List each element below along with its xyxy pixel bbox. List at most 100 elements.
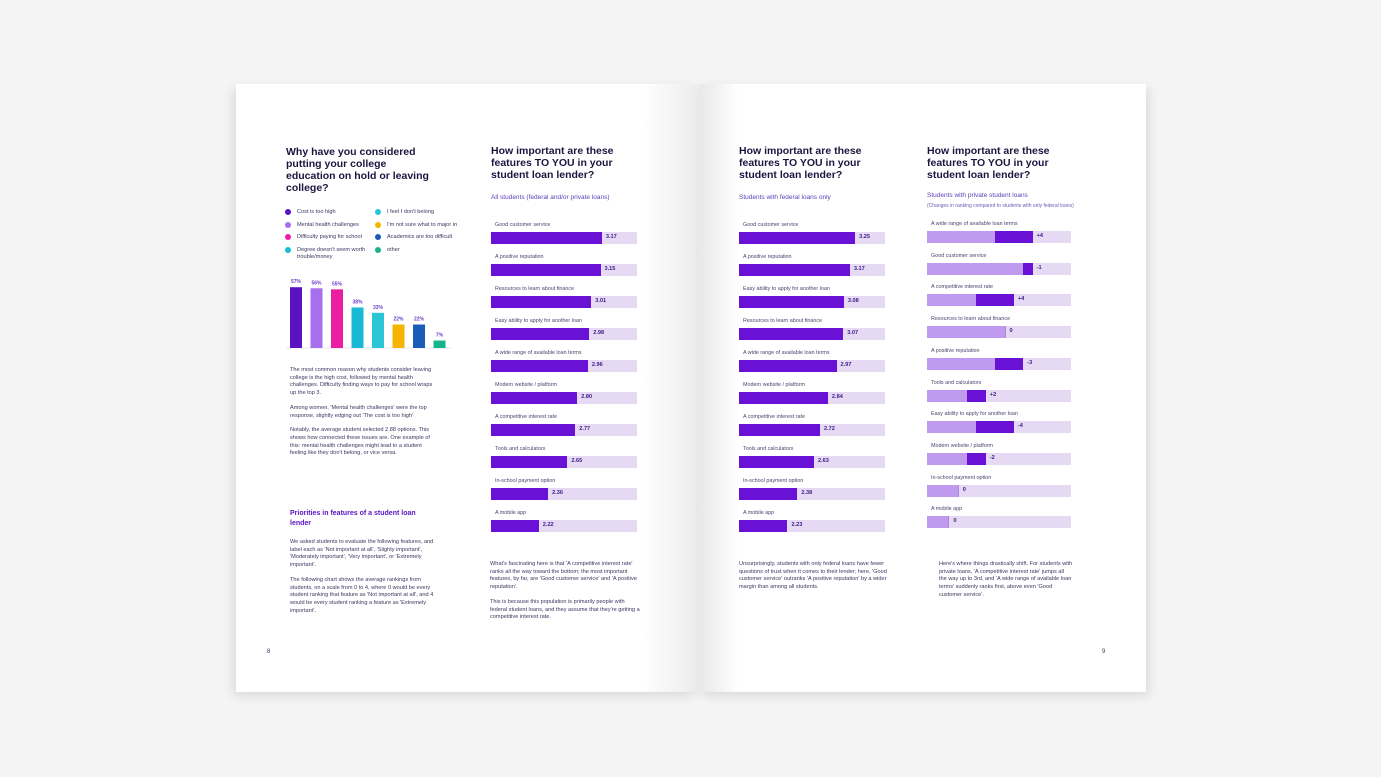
reason-bar-label: 22% <box>414 317 425 323</box>
feature-row: In-school payment option 2.36 <box>491 478 637 508</box>
feature-bar <box>491 264 601 276</box>
rank-change-bar <box>976 421 1014 434</box>
feature-bar <box>491 360 588 372</box>
feature-value: 2.98 <box>593 330 605 336</box>
feature-row: A wide range of available loan terms 2.97 <box>739 350 885 380</box>
feature-row: Good customer service 3.25 <box>739 222 885 252</box>
feature-value: 2.96 <box>591 362 603 368</box>
feature-bar <box>739 296 844 308</box>
feature-bar <box>491 232 602 244</box>
feature-bar-track: 2.84 <box>739 392 885 404</box>
feature-row: Resources to learn about finance 3.07 <box>739 318 885 348</box>
feature-label: A wide range of available loan terms <box>495 350 582 356</box>
feature-bar-track: -1 <box>927 262 1071 275</box>
feature-bar-track: 2.97 <box>739 360 885 372</box>
reasons-chart-title: Why have you considered putting your col… <box>286 146 429 194</box>
feature-label: Resources to learn about finance <box>743 318 823 324</box>
feature-value: 2.23 <box>791 522 803 528</box>
reasons-legend: Cost is too high I feel I don't belong Men… <box>285 209 497 260</box>
feature-bar-track: 2.36 <box>491 488 637 500</box>
reasons-bar-chart: 57% 56% 55% 38% 33% 22% 22% 7% <box>286 279 452 349</box>
feature-bar-track: 3.17 <box>491 232 637 244</box>
feature-bar <box>491 424 576 436</box>
feature-row: A mobile app 2.23 <box>739 510 885 540</box>
feature-label: Easy ability to apply for another loan <box>931 411 1018 418</box>
rank-change-value: +2 <box>989 391 997 398</box>
feature-bar-track: 2.23 <box>739 520 885 532</box>
feature-bar-track: -3 <box>927 357 1071 370</box>
feature-label: A competitive interest rate <box>743 414 806 420</box>
feature-row: A positive reputation -3 <box>927 348 1071 378</box>
reason-bar <box>433 340 446 348</box>
rank-change-bar <box>976 294 1014 307</box>
feature-value: 2.63 <box>817 458 829 464</box>
feature-bar <box>491 520 539 532</box>
book-spread: Why have you considered putting your col… <box>236 84 1146 694</box>
feature-value: 2.65 <box>571 458 583 464</box>
feature-bar-track: 2.72 <box>739 424 885 436</box>
baseline-bar <box>927 484 958 497</box>
feature-row: Easy ability to apply for another loan 3.… <box>739 286 885 316</box>
legend-dot-icon <box>285 234 291 240</box>
federal-caption: Unsurprisingly, students with only feder… <box>739 561 887 591</box>
page-number-left: 8 <box>267 649 271 655</box>
feature-bar-track: 0 <box>927 326 1071 339</box>
federal-chart: Good customer service 3.25 A positive repu… <box>739 222 885 542</box>
feature-bar <box>491 488 549 500</box>
feature-row: Good customer service 3.17 <box>491 222 637 252</box>
feature-row: Tools and calculators 2.65 <box>491 446 637 476</box>
feature-value: 3.17 <box>853 266 865 272</box>
feature-bar-track: 3.25 <box>739 232 885 244</box>
reason-bar <box>372 312 384 348</box>
legend-dot-icon <box>375 234 381 240</box>
private-subtitle: Students with private student loans <box>927 192 1028 199</box>
federal-subtitle: Students with federal loans only <box>739 194 831 201</box>
feature-row: Resources to learn about finance 0 <box>927 316 1071 346</box>
feature-value: 2.80 <box>581 394 593 400</box>
feature-row: A competitive interest rate 2.77 <box>491 414 637 444</box>
feature-bar-track: 3.07 <box>739 328 885 340</box>
legend-item: I feel I don't belong <box>375 209 477 216</box>
feature-label: Good customer service <box>931 252 987 259</box>
feature-label: A positive reputation <box>495 254 544 260</box>
reason-bar-label: 38% <box>352 299 363 305</box>
rank-change-value: 0 <box>962 486 966 493</box>
paragraph: The following chart shows the average ra… <box>290 576 434 614</box>
feature-label: A mobile app <box>743 510 775 516</box>
rank-change-value: 0 <box>953 518 957 525</box>
feature-row: A mobile app 0 <box>927 506 1071 536</box>
feature-value: 2.84 <box>831 394 843 400</box>
feature-value: 2.22 <box>542 522 554 528</box>
legend-dot-icon <box>285 209 291 215</box>
feature-row: A wide range of available loan terms 2.96 <box>491 350 637 380</box>
feature-value: 3.01 <box>595 298 607 304</box>
feature-value: 2.77 <box>579 426 591 432</box>
federal-title: How important are these features TO YOU … <box>739 145 862 181</box>
feature-label: In-school payment option <box>743 478 804 484</box>
feature-bar-track: 2.80 <box>491 392 637 404</box>
legend-dot-icon <box>375 221 381 228</box>
feature-bar-track: 2.63 <box>739 456 885 468</box>
baseline-bar <box>927 421 977 434</box>
rank-change-value: +4 <box>1036 233 1043 239</box>
rank-change-value: -4 <box>1017 423 1023 430</box>
feature-bar <box>739 232 856 244</box>
intro-text: The most common reason why students cons… <box>290 367 438 465</box>
feature-bar <box>739 520 788 532</box>
feature-bar-track: 2.77 <box>491 424 637 436</box>
section-heading: Priorities in features of a student loan… <box>290 510 416 527</box>
all-students-title: How important are these features TO YOU … <box>491 145 614 181</box>
feature-row: Tools and calculators 2.63 <box>739 446 885 476</box>
legend-dot-icon <box>285 221 291 228</box>
feature-bar <box>491 328 590 340</box>
feature-value: 3.17 <box>605 234 617 240</box>
feature-label: Easy ability to apply for another loan <box>495 318 582 324</box>
feature-label: Good customer service <box>743 222 799 228</box>
feature-label: Tools and calculators <box>495 446 546 452</box>
feature-value: 2.97 <box>840 362 852 368</box>
reason-bar <box>290 287 302 348</box>
legend-dot-icon <box>375 246 381 253</box>
legend-item: Mental health challenges <box>285 221 369 229</box>
legend-label: other <box>387 246 400 253</box>
feature-row: A competitive interest rate 2.72 <box>739 414 885 444</box>
